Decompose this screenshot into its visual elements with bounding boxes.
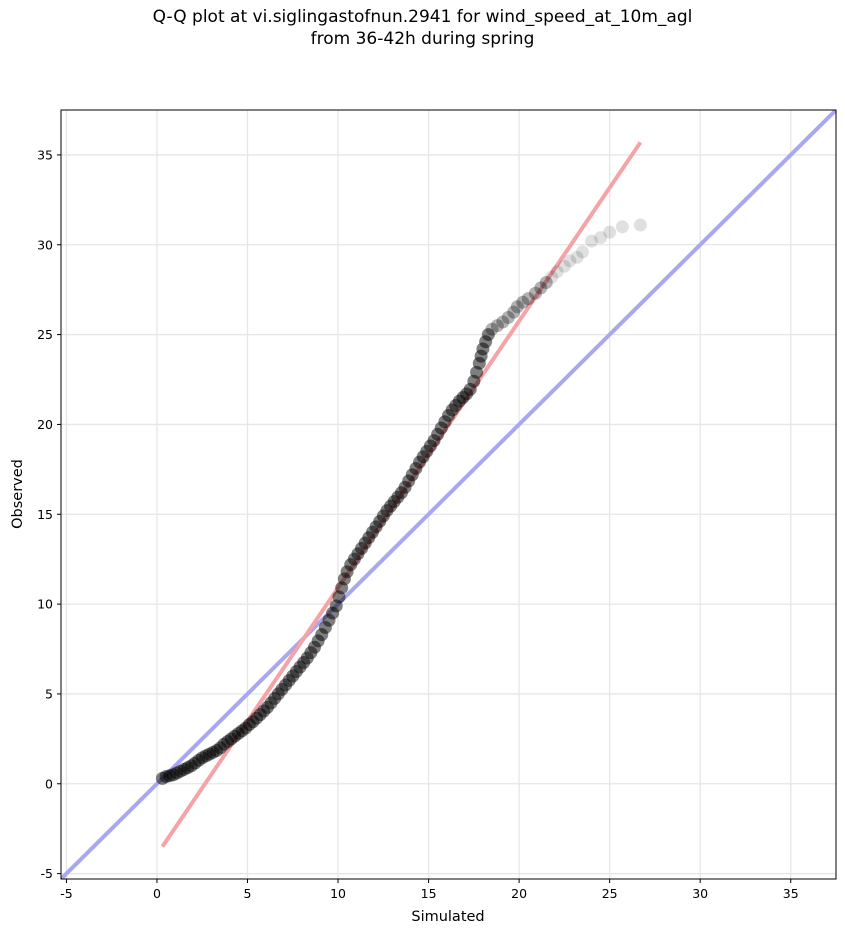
x-tick-label: 0 [153, 886, 161, 901]
quantile-point [594, 231, 608, 245]
quantile-point [481, 328, 495, 342]
x-tick-label: 10 [330, 886, 346, 901]
y-tick-label: 20 [37, 417, 53, 432]
quantile-point [510, 300, 524, 314]
x-tick-label: -5 [60, 886, 72, 901]
quantile-point [557, 259, 571, 273]
quantile-point [528, 286, 542, 300]
y-tick-label: 25 [37, 327, 53, 342]
quantile-point [521, 292, 535, 306]
quantile-point [575, 245, 589, 259]
quantile-point [534, 281, 548, 295]
chart-title-line-2: from 36-42h during spring [310, 29, 535, 49]
x-axis-label: Simulated [411, 909, 484, 925]
y-tick-label: 5 [45, 686, 53, 701]
chart-title-line-1: Q-Q plot at vi.siglingastofnun.2941 for … [152, 7, 693, 27]
y-tick-label: 0 [45, 776, 53, 791]
grid-lines [61, 110, 836, 879]
axis-ticks: -5 0 5 10 15 20 25 30 35 -5 0 5 10 15 20 25 30 35 [37, 147, 799, 901]
quantile-point [539, 275, 553, 289]
y-tick-label: -5 [41, 866, 53, 881]
x-tick-label: 5 [244, 886, 252, 901]
quantile-points [155, 218, 647, 785]
chart-title: Q-Q plot at vi.siglingastofnun.2941 for … [0, 6, 845, 50]
identity-line [61, 110, 836, 879]
x-tick-label: 25 [602, 886, 618, 901]
quantile-point [490, 319, 504, 333]
quantile-point [550, 265, 564, 279]
x-tick-label: 15 [421, 886, 437, 901]
quantile-point [570, 250, 584, 264]
quantile-point [516, 295, 530, 309]
quantile-point [507, 305, 521, 319]
y-tick-label: 15 [37, 507, 53, 522]
quantile-point [585, 234, 599, 248]
quantile-point [633, 218, 647, 232]
quantile-point [485, 322, 499, 336]
plot-frame [60, 109, 837, 880]
y-tick-label: 35 [37, 147, 53, 162]
y-axis-label: Observed [10, 459, 26, 529]
y-tick-label: 30 [37, 237, 53, 252]
x-tick-label: 20 [511, 886, 527, 901]
y-tick-label: 10 [37, 597, 53, 612]
quantile-point [563, 254, 577, 268]
quantile-point [615, 220, 629, 234]
x-tick-label: 35 [783, 886, 799, 901]
quantile-point [501, 311, 515, 325]
quantile-point [603, 225, 617, 239]
quantile-point [545, 270, 559, 284]
x-tick-label: 30 [692, 886, 708, 901]
quantile-point [496, 315, 510, 329]
